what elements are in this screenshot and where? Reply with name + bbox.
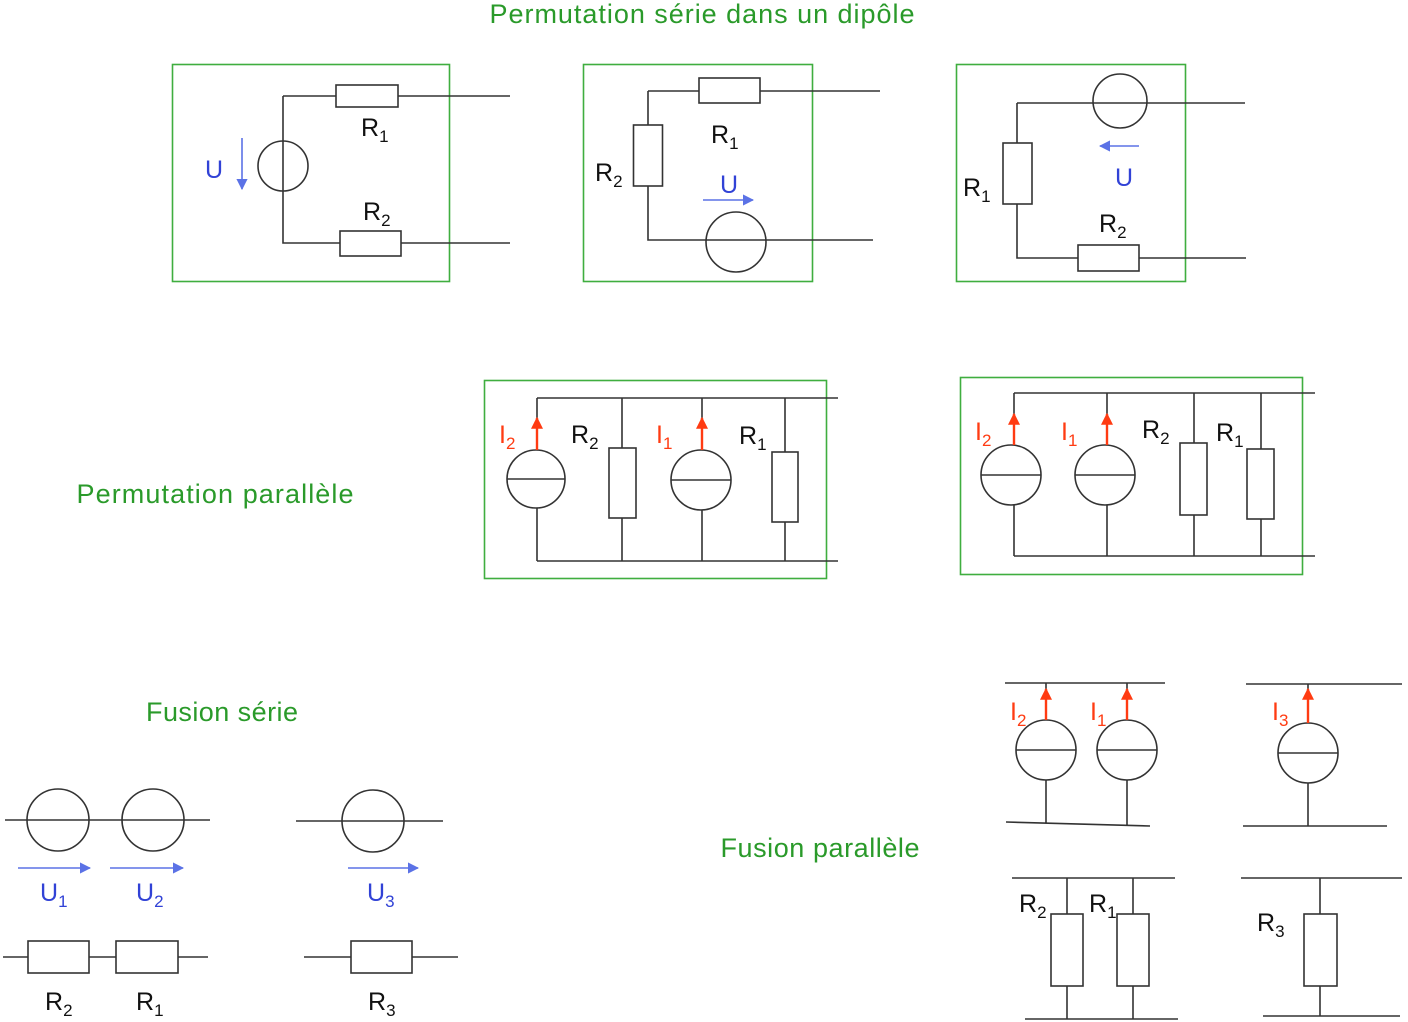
label-r2: R2 — [571, 421, 599, 453]
equivalence-frame — [171, 63, 451, 283]
resistor-r2 — [339, 230, 402, 257]
label-r1: R1 — [1089, 890, 1117, 922]
voltage-source-u1 — [26, 788, 90, 852]
wire — [282, 95, 510, 244]
label-r2: R2 — [1142, 416, 1170, 448]
label-r2: R2 — [1099, 210, 1127, 242]
voltage-source — [257, 140, 309, 192]
parallel-fusion: I2 I1 I3 R2 R1 R3 — [1005, 682, 1402, 1020]
label-r3: R3 — [368, 988, 396, 1020]
label-i2: I2 — [1010, 698, 1026, 730]
label-u: U — [720, 171, 738, 199]
wire — [1012, 877, 1178, 1020]
label-u2: U2 — [136, 879, 164, 911]
resistor-r1 — [1246, 448, 1275, 520]
resistor-r1 — [1002, 142, 1033, 205]
resistor-r1 — [335, 84, 399, 108]
label-i1: I1 — [1061, 418, 1077, 450]
equivalence-frame — [582, 63, 814, 283]
equivalence-frame — [959, 376, 1304, 576]
label-r3: R3 — [1257, 909, 1285, 941]
series-permutation-circuit-1: U R1 R2 — [171, 63, 510, 283]
wire — [1016, 102, 1246, 259]
title-parallel-fusion: Fusion parallèle — [721, 833, 920, 863]
label-r2: R2 — [45, 988, 73, 1020]
voltage-source — [1092, 73, 1148, 129]
wire — [1241, 877, 1402, 1017]
resistor-r2 — [632, 124, 664, 187]
label-r1: R1 — [1216, 419, 1244, 451]
voltage-source-u2 — [121, 788, 185, 852]
resistor-r2 — [27, 940, 90, 974]
label-i2: I2 — [975, 418, 991, 450]
parallel-permutation-circuit-1: I2 R2 I1 R1 — [483, 379, 838, 580]
label-r1: R1 — [711, 121, 739, 153]
title-series-fusion: Fusion série — [146, 697, 298, 727]
resistor-r1 — [115, 940, 179, 974]
label-i1: I1 — [1090, 698, 1106, 730]
resistor-r1 — [1116, 913, 1150, 987]
series-permutation-circuit-2: U R1 R2 — [582, 63, 880, 283]
resistor-r2 — [1050, 913, 1084, 987]
title-series-permutation: Permutation série dans un dipôle — [490, 0, 915, 29]
label-r1: R1 — [963, 174, 991, 206]
label-u3: U3 — [367, 879, 395, 911]
label-u: U — [1115, 164, 1133, 192]
parallel-permutation-circuit-2: I2 I1 R2 R1 — [959, 376, 1315, 576]
series-fusion: U1 U2 U3 R2 R1 R3 — [3, 788, 458, 1020]
label-i2: I2 — [499, 421, 515, 453]
resistor-r1 — [698, 77, 761, 104]
resistor-r3 — [1303, 913, 1338, 987]
equivalence-frame — [483, 379, 828, 580]
resistor-r3 — [350, 940, 413, 974]
resistor-r2 — [1179, 442, 1208, 516]
label-r2: R2 — [595, 159, 623, 191]
label-r2: R2 — [363, 198, 391, 230]
resistor-r1 — [771, 451, 799, 523]
label-i3: I3 — [1272, 698, 1288, 730]
label-r1: R1 — [136, 988, 164, 1020]
series-permutation-circuit-3: U R1 R2 — [955, 63, 1246, 283]
resistor-r2 — [1077, 244, 1140, 272]
wire — [647, 90, 880, 241]
label-r1: R1 — [739, 422, 767, 454]
title-parallel-permutation: Permutation parallèle — [77, 479, 354, 509]
label-r1: R1 — [361, 114, 389, 146]
voltage-source — [705, 211, 767, 273]
label-u1: U1 — [40, 879, 68, 911]
label-i1: I1 — [656, 421, 672, 453]
label-r2: R2 — [1019, 890, 1047, 922]
label-u: U — [205, 156, 223, 184]
equivalence-frame — [955, 63, 1187, 283]
voltage-source-u3 — [341, 789, 405, 853]
resistor-r2 — [608, 447, 637, 519]
